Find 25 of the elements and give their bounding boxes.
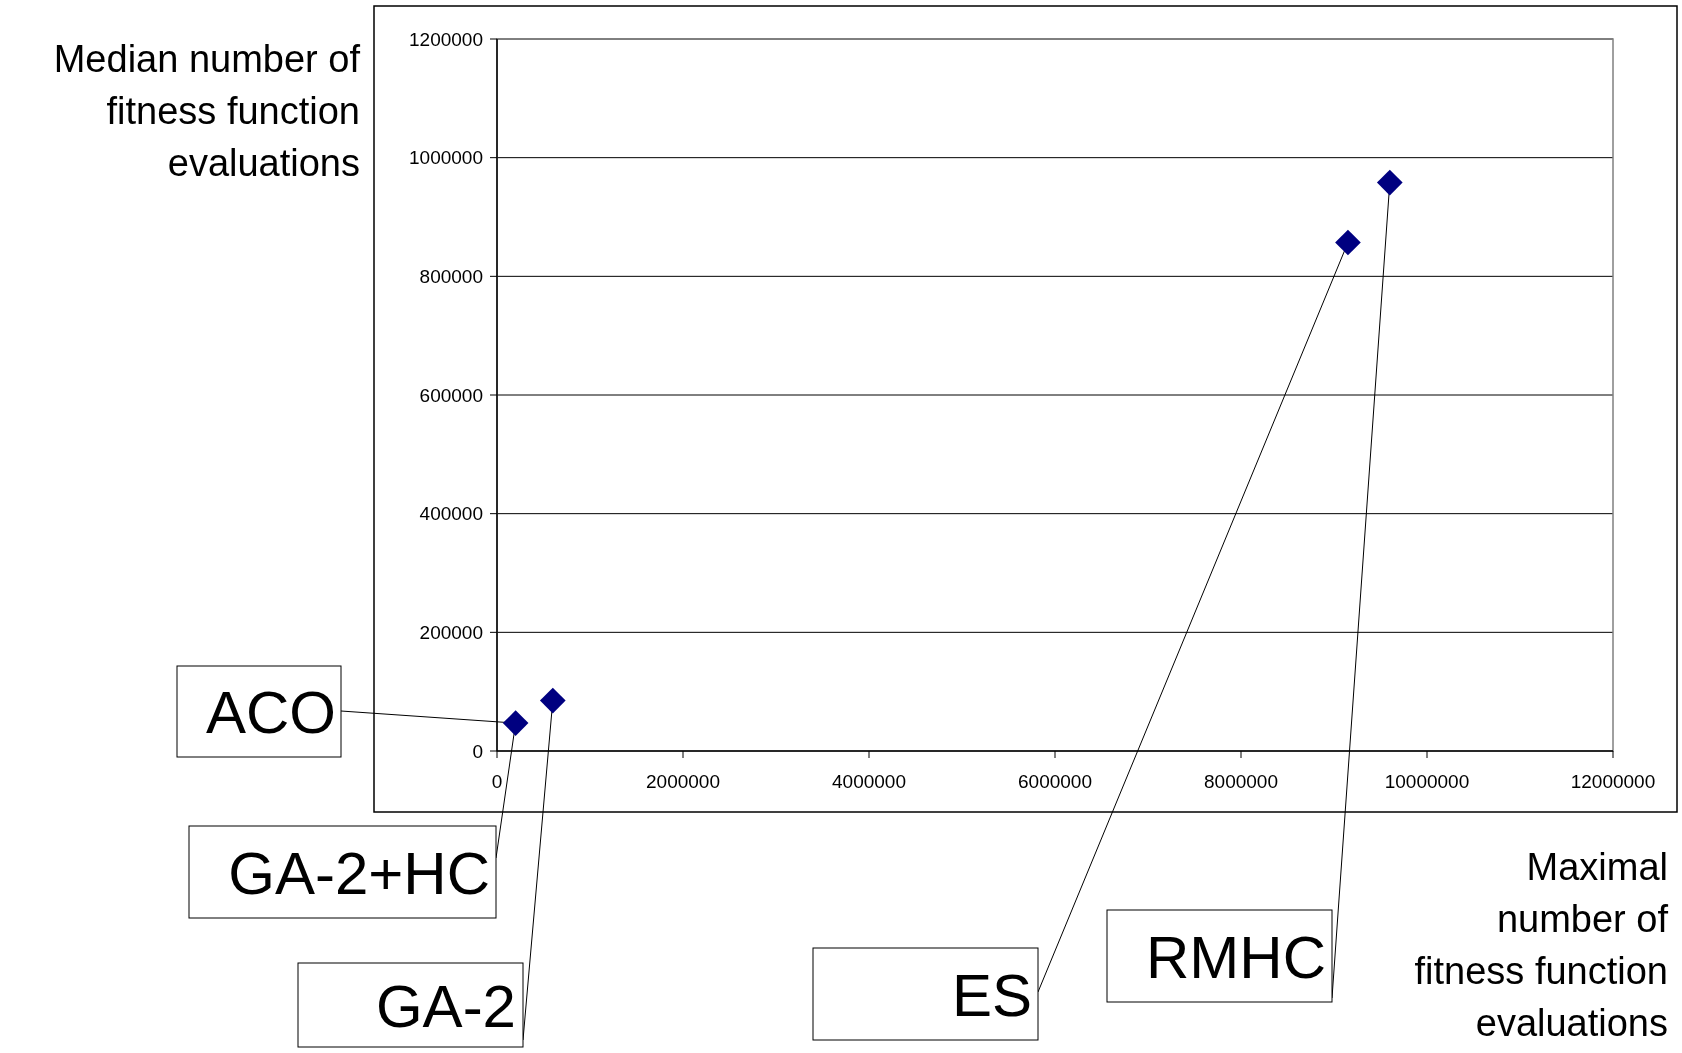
annotation: RMHC — [1146, 923, 1326, 991]
x-tick-label: 6000000 — [1018, 771, 1092, 792]
y-tick-label: 200000 — [419, 621, 483, 643]
x-tick-label: 2000000 — [646, 771, 720, 792]
x-tick-label: 12000000 — [1570, 771, 1656, 792]
point — [1335, 229, 1361, 256]
y-tick-label: 1000000 — [409, 147, 483, 169]
y-axis-title: Median number of fitness function evaluations — [53, 38, 361, 184]
annotation: ES — [951, 961, 1032, 1029]
y-tick-label: 600000 — [419, 384, 483, 406]
y-tick-label: 0 — [472, 740, 483, 762]
annotation: GA-2 — [375, 972, 516, 1040]
x-tick-label: 8000000 — [1204, 771, 1278, 792]
annotation: ACO — [205, 679, 336, 747]
x-tick-label: 0 — [491, 771, 503, 792]
x-axis-title: Maximal number of fitness function evaluations — [1414, 846, 1669, 1044]
x-tick-label: 10000000 — [1384, 771, 1470, 792]
y-tick-label: 400000 — [419, 503, 483, 525]
annotation: GA-2+HC — [228, 839, 490, 907]
point — [1376, 169, 1403, 196]
point — [502, 710, 529, 736]
point — [539, 687, 566, 714]
x-tick-label: 4000000 — [832, 771, 906, 792]
y-tick-label: 800000 — [419, 265, 483, 287]
y-tick-label: 1200000 — [409, 28, 483, 50]
